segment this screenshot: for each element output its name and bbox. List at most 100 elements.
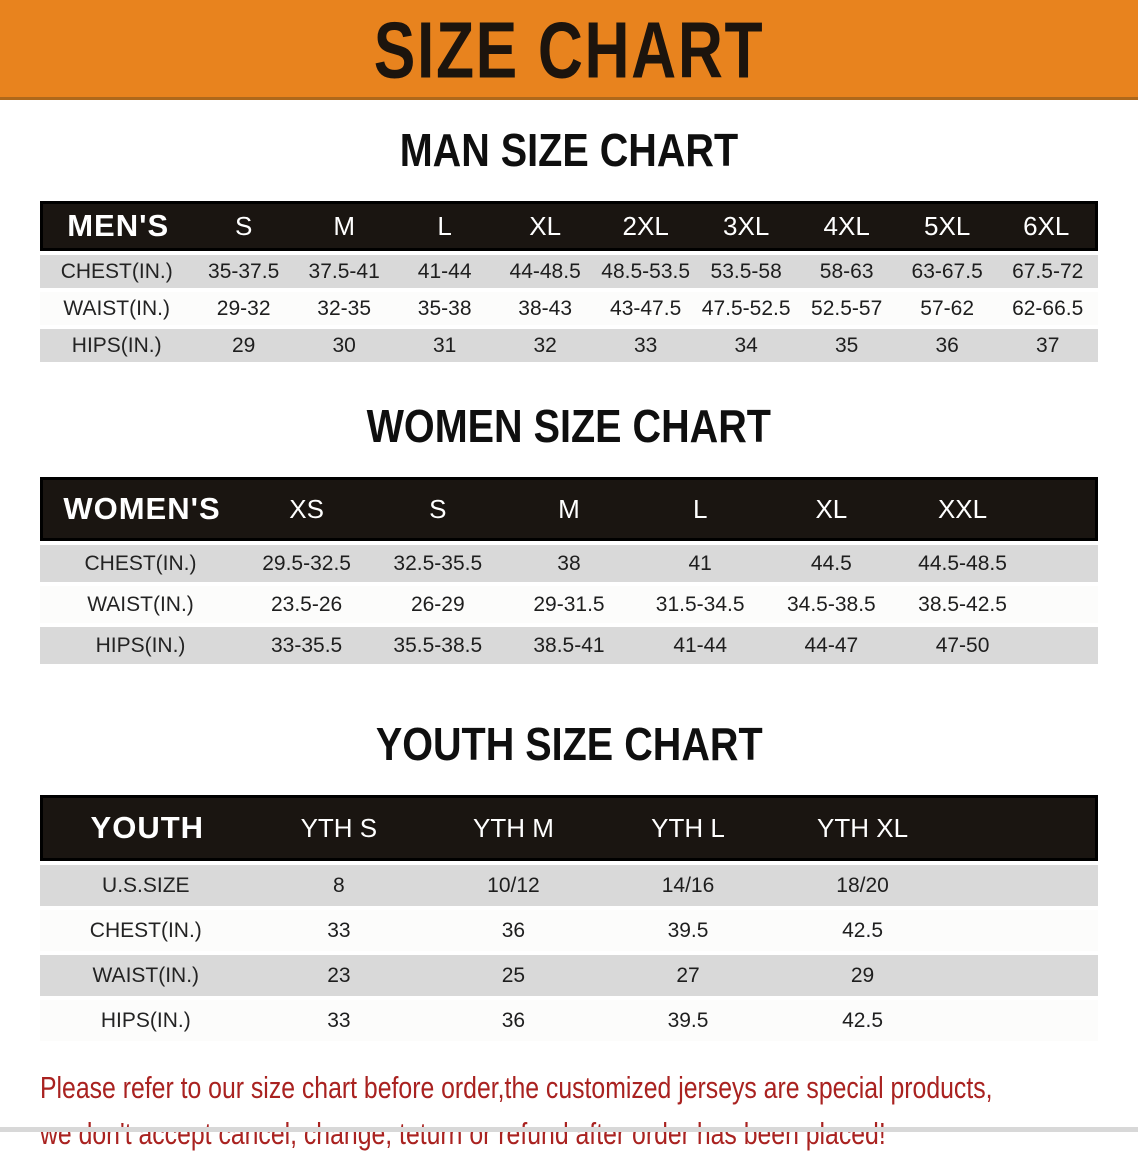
size-value-cell: 25	[426, 955, 601, 996]
size-value-cell: 41-44	[394, 255, 495, 288]
row-label: WAIST(IN.)	[40, 586, 242, 623]
row-label: CHEST(IN.)	[40, 255, 194, 288]
row-label: HIPS(IN.)	[40, 1000, 252, 1041]
size-column-header: S	[193, 201, 294, 251]
size-value-cell: 29.5-32.5	[241, 545, 373, 582]
size-value-cell: 37.5-41	[293, 255, 395, 288]
size-value-cell: 53.5-58	[695, 255, 797, 288]
youth-section-heading-text: YOUTH SIZE CHART	[375, 719, 763, 771]
banner-title: SIZE CHART	[373, 4, 765, 95]
size-value-cell: 35.5-38.5	[372, 627, 504, 664]
measurement-row-hips: HIPS(IN.) 29 30 31 32 33 34 35 36 37	[40, 329, 1098, 362]
spacer-cell	[949, 865, 1098, 906]
measurement-row-waist: WAIST(IN.) 29-32 32-35 35-38 38-43 43-47…	[40, 292, 1098, 325]
size-value-cell: 26-29	[372, 586, 504, 623]
size-value-cell: 39.5	[600, 910, 776, 951]
size-value-cell: 44-48.5	[494, 255, 596, 288]
row-label: U.S.SIZE	[40, 865, 252, 906]
size-value-cell: 67.5-72	[997, 255, 1098, 288]
measurement-row-hips: HIPS(IN.) 33-35.5 35.5-38.5 38.5-41 41-4…	[40, 627, 1098, 664]
size-column-header: YTH L	[600, 795, 776, 861]
size-value-cell: 38.5-41	[503, 627, 635, 664]
row-label: CHEST(IN.)	[40, 910, 252, 951]
size-value-cell: 34	[695, 329, 797, 362]
size-value-cell: 38-43	[494, 292, 596, 325]
women-section-heading: WOMEN SIZE CHART	[0, 401, 1138, 453]
size-value-cell: 27	[600, 955, 776, 996]
size-value-cell: 23	[251, 955, 427, 996]
size-value-cell: 38	[503, 545, 635, 582]
size-value-cell: 33	[595, 329, 696, 362]
spacer-cell	[1028, 477, 1098, 541]
measurement-row-chest: CHEST(IN.) 33 36 39.5 42.5	[40, 910, 1098, 951]
spacer-cell	[949, 910, 1098, 951]
youth-section-heading: YOUTH SIZE CHART	[0, 719, 1138, 771]
disclaimer-line-1: Please refer to our size chart before or…	[40, 1070, 993, 1105]
size-value-cell: 10/12	[426, 865, 601, 906]
men-section-heading-text: MAN SIZE CHART	[399, 125, 739, 177]
disclaimer-text: Please refer to our size chart before or…	[40, 1065, 1138, 1157]
size-column-header: XS	[241, 477, 373, 541]
size-column-header: XXL	[896, 477, 1029, 541]
size-value-cell: 32	[494, 329, 596, 362]
womens-table-title: WOMEN'S	[40, 477, 242, 541]
size-value-cell: 47-50	[896, 627, 1029, 664]
size-value-cell: 36	[426, 910, 601, 951]
size-value-cell: 47.5-52.5	[695, 292, 797, 325]
women-section-heading-text: WOMEN SIZE CHART	[366, 401, 772, 453]
size-value-cell: 33-35.5	[241, 627, 373, 664]
size-value-cell: 57-62	[896, 292, 998, 325]
womens-table-header-row: WOMEN'S XS S M L XL XXL	[40, 477, 1098, 541]
bottom-edge-divider	[0, 1127, 1138, 1132]
size-value-cell: 35-37.5	[193, 255, 294, 288]
size-value-cell: 29	[193, 329, 294, 362]
row-label: HIPS(IN.)	[40, 329, 194, 362]
size-value-cell: 41-44	[634, 627, 766, 664]
size-column-header: M	[503, 477, 635, 541]
size-value-cell: 18/20	[775, 865, 950, 906]
size-value-cell: 52.5-57	[796, 292, 897, 325]
size-value-cell: 44-47	[765, 627, 897, 664]
size-value-cell: 35	[796, 329, 897, 362]
size-value-cell: 62-66.5	[997, 292, 1098, 325]
womens-size-table: WOMEN'S XS S M L XL XXL CHEST(IN.) 29.5-…	[40, 473, 1098, 668]
size-column-header: L	[634, 477, 766, 541]
disclaimer-line-2: we don't accept cancel, change, teturn o…	[40, 1116, 886, 1151]
measurement-row-chest: CHEST(IN.) 35-37.5 37.5-41 41-44 44-48.5…	[40, 255, 1098, 288]
youth-size-table: YOUTH YTH S YTH M YTH L YTH XL U.S.SIZE …	[40, 791, 1098, 1045]
spacer-cell	[1028, 586, 1098, 623]
size-column-header: YTH XL	[775, 795, 950, 861]
size-chart-banner: SIZE CHART	[0, 0, 1138, 100]
size-value-cell: 58-63	[796, 255, 897, 288]
measurement-row-chest: CHEST(IN.) 29.5-32.5 32.5-35.5 38 41 44.…	[40, 545, 1098, 582]
size-column-header: M	[293, 201, 395, 251]
size-value-cell: 63-67.5	[896, 255, 998, 288]
row-label: WAIST(IN.)	[40, 292, 194, 325]
row-label: HIPS(IN.)	[40, 627, 242, 664]
measurement-row-waist: WAIST(IN.) 23.5-26 26-29 29-31.5 31.5-34…	[40, 586, 1098, 623]
size-value-cell: 35-38	[394, 292, 495, 325]
size-value-cell: 30	[293, 329, 395, 362]
size-column-header: S	[372, 477, 504, 541]
size-value-cell: 36	[426, 1000, 601, 1041]
size-value-cell: 39.5	[600, 1000, 776, 1041]
youth-table-title: YOUTH	[40, 795, 252, 861]
size-column-header: 6XL	[997, 201, 1098, 251]
size-column-header: 5XL	[896, 201, 998, 251]
size-value-cell: 41	[634, 545, 766, 582]
size-column-header: L	[394, 201, 495, 251]
size-value-cell: 33	[251, 1000, 427, 1041]
size-column-header: 2XL	[595, 201, 696, 251]
youth-table-header-row: YOUTH YTH S YTH M YTH L YTH XL	[40, 795, 1098, 861]
men-section-heading: MAN SIZE CHART	[0, 125, 1138, 177]
size-value-cell: 42.5	[775, 1000, 950, 1041]
size-column-header: 4XL	[796, 201, 897, 251]
spacer-cell	[949, 795, 1098, 861]
size-value-cell: 8	[251, 865, 427, 906]
size-value-cell: 44.5	[765, 545, 897, 582]
size-value-cell: 32-35	[293, 292, 395, 325]
spacer-cell	[1028, 545, 1098, 582]
size-column-header: XL	[494, 201, 596, 251]
size-value-cell: 43-47.5	[595, 292, 696, 325]
size-value-cell: 29-32	[193, 292, 294, 325]
